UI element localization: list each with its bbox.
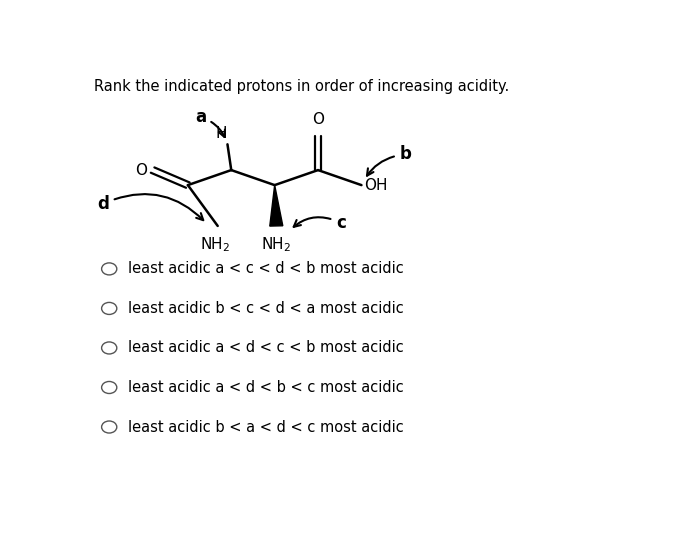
Text: H: H [215, 126, 227, 141]
Text: least acidic b < a < d < c most acidic: least acidic b < a < d < c most acidic [128, 420, 404, 435]
Polygon shape [270, 185, 283, 226]
Text: c: c [294, 214, 346, 232]
Text: O: O [134, 162, 147, 177]
Text: b: b [367, 145, 412, 176]
Text: least acidic a < d < c < b most acidic: least acidic a < d < c < b most acidic [128, 340, 404, 355]
Text: NH$_2$: NH$_2$ [261, 235, 291, 254]
Text: d: d [97, 194, 203, 220]
Text: OH: OH [363, 179, 387, 194]
Text: least acidic a < c < d < b most acidic: least acidic a < c < d < b most acidic [128, 261, 404, 276]
Text: O: O [312, 112, 324, 127]
Text: NH$_2$: NH$_2$ [200, 235, 230, 254]
Text: least acidic b < c < d < a most acidic: least acidic b < c < d < a most acidic [128, 301, 404, 316]
Text: a: a [195, 108, 225, 137]
Text: Rank the indicated protons in order of increasing acidity.: Rank the indicated protons in order of i… [94, 79, 510, 94]
Text: least acidic a < d < b < c most acidic: least acidic a < d < b < c most acidic [128, 380, 404, 395]
